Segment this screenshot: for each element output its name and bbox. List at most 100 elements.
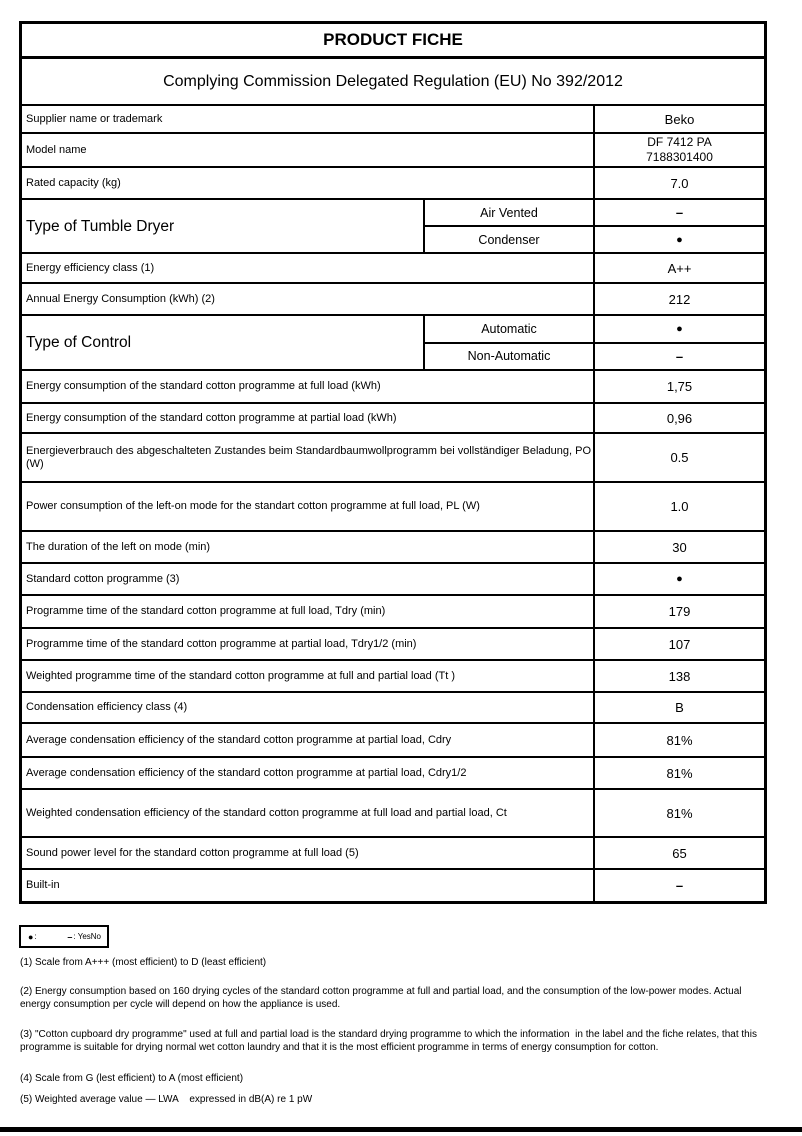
no-indicator-icon: – <box>675 348 684 364</box>
row-value-text: 81% <box>666 765 693 781</box>
sub-row-label: Air Vented <box>423 200 593 225</box>
row-label: Built-in <box>26 879 60 891</box>
footnote: (3) "Cotton cupboard dry programme" used… <box>20 1029 760 1053</box>
footnotes: (1) Scale from A+++ (most efficient) to … <box>20 956 772 1106</box>
row-label: Annual Energy Consumption (kWh) (2) <box>26 292 215 305</box>
table-row: Supplier name or trademark Beko <box>22 104 764 132</box>
table-row: Power consumption of the left-on mode fo… <box>22 481 764 530</box>
row-value: 1,75 <box>593 371 764 402</box>
row-label: Energy consumption of the standard cotto… <box>26 411 397 424</box>
sub-row-value: – <box>593 343 764 369</box>
sub-row-label: Condenser <box>423 227 593 252</box>
row-label: Supplier name or trademark <box>26 112 163 125</box>
footnote: (1) Scale from A+++ (most efficient) to … <box>20 957 267 968</box>
row-value-text: 81% <box>666 805 693 821</box>
footnote: (4) Scale from G (lest efficient) to A (… <box>20 1073 244 1084</box>
row-value-text: 7188301400 <box>646 150 713 164</box>
row-value-text: A++ <box>667 260 692 276</box>
group-row-label: Type of Control <box>26 334 132 351</box>
row-label: Sound power level for the standard cotto… <box>26 846 359 859</box>
row-label: Programme time of the standard cotton pr… <box>26 637 417 650</box>
legend-yes: ●: <box>28 932 37 942</box>
row-label: The duration of the left on mode (min) <box>26 540 211 553</box>
row-label: Condensation efficiency class (4) <box>26 701 188 713</box>
no-indicator-icon: – <box>675 878 684 893</box>
row-label: Standard cotton programme (3) <box>26 572 180 585</box>
yes-indicator-icon: ● <box>676 573 683 585</box>
table-row: Energy efficiency class (1) A++ <box>22 252 764 282</box>
row-value: 212 <box>593 284 764 314</box>
table-row: Energy consumption of the standard cotto… <box>22 402 764 432</box>
yes-indicator-icon: ● <box>28 931 34 942</box>
row-value: 0,96 <box>593 404 764 432</box>
table-row: Annual Energy Consumption (kWh) (2) 212 <box>22 282 764 314</box>
no-indicator-icon: – <box>675 205 684 220</box>
footnote: (5) Weighted average value — LWA express… <box>20 1094 313 1105</box>
table-row: Built-in – <box>22 868 764 901</box>
legend-box: ●: –: YesNo <box>19 925 109 948</box>
row-value-text: 0.5 <box>670 450 689 465</box>
group-sub-rows: Automatic ● Non-Automatic – <box>423 316 764 369</box>
row-value-text: 179 <box>668 604 691 619</box>
table-row: Programme time of the standard cotton pr… <box>22 627 764 659</box>
row-value: 7.0 <box>593 168 764 198</box>
footnote: (2) Energy consumption based on 160 dryi… <box>20 986 745 1010</box>
row-value-text: 138 <box>668 668 691 684</box>
sub-row: Air Vented – <box>423 200 764 225</box>
row-label: Weighted programme time of the standard … <box>26 669 456 682</box>
legend-yes-text: : <box>34 932 37 941</box>
row-value: B <box>593 693 764 722</box>
table-row: Rated capacity (kg) 7.0 <box>22 166 764 198</box>
row-value-text: 30 <box>672 539 687 555</box>
table-row: Condensation efficiency class (4) B <box>22 691 764 722</box>
row-label: Model name <box>26 143 87 156</box>
sub-row-value: ● <box>593 316 764 342</box>
table-row: Energieverbrauch des abgeschalteten Zust… <box>22 432 764 481</box>
row-value-text: 107 <box>668 636 691 652</box>
fiche-table-body: Supplier name or trademark Beko Model name… <box>22 104 764 901</box>
row-value-text: 81% <box>666 732 693 748</box>
row-value-text: 7.0 <box>670 175 689 191</box>
row-label: Weighted condensation efficiency of the … <box>26 806 507 819</box>
row-value-text: 212 <box>668 291 691 307</box>
table-row: Average condensation efficiency of the s… <box>22 722 764 756</box>
page-bottom-edge <box>0 1127 802 1132</box>
table-row: Model name DF 7412 PA 7188301400 <box>22 132 764 166</box>
row-label: Average condensation efficiency of the s… <box>26 733 452 746</box>
row-value: 0.5 <box>593 434 764 481</box>
row-value: 81% <box>593 758 764 788</box>
sub-row-value: ● <box>593 227 764 252</box>
row-value-text: B <box>675 700 684 715</box>
row-value-text: 1,75 <box>666 379 693 394</box>
row-value: 1.0 <box>593 483 764 530</box>
no-indicator-icon: – <box>67 931 73 942</box>
sub-row: Automatic ● <box>423 316 764 342</box>
row-value: 138 <box>593 661 764 691</box>
table-row: Sound power level for the standard cotto… <box>22 836 764 868</box>
row-label: Rated capacity (kg) <box>26 176 121 189</box>
row-value-text: 1.0 <box>670 499 689 514</box>
row-value: 30 <box>593 532 764 562</box>
row-value: 107 <box>593 629 764 659</box>
row-value: 81% <box>593 724 764 756</box>
sub-row-value: – <box>593 200 764 225</box>
row-label: Programme time of the standard cotton pr… <box>26 605 386 617</box>
row-label: Energy efficiency class (1) <box>26 261 155 274</box>
table-row: Standard cotton programme (3) ● <box>22 562 764 594</box>
row-value: 65 <box>593 838 764 868</box>
fiche-title: PRODUCT FICHE <box>323 30 463 49</box>
legend-no-text: : YesNo <box>73 932 101 941</box>
fiche-subtitle: Complying Commission Delegated Regulatio… <box>22 56 764 104</box>
row-value-text: DF 7412 PA <box>647 135 712 149</box>
row-value: DF 7412 PA 7188301400 <box>593 134 764 166</box>
row-value: Beko <box>593 106 764 132</box>
row-value: ● <box>593 564 764 594</box>
yes-indicator-icon: ● <box>676 322 683 335</box>
row-label: Power consumption of the left-on mode fo… <box>26 500 480 512</box>
row-label: Average condensation efficiency of the s… <box>26 766 467 779</box>
sub-row-label: Automatic <box>423 316 593 342</box>
table-row: Weighted programme time of the standard … <box>22 659 764 691</box>
table-row: The duration of the left on mode (min) 30 <box>22 530 764 562</box>
row-value: A++ <box>593 254 764 282</box>
